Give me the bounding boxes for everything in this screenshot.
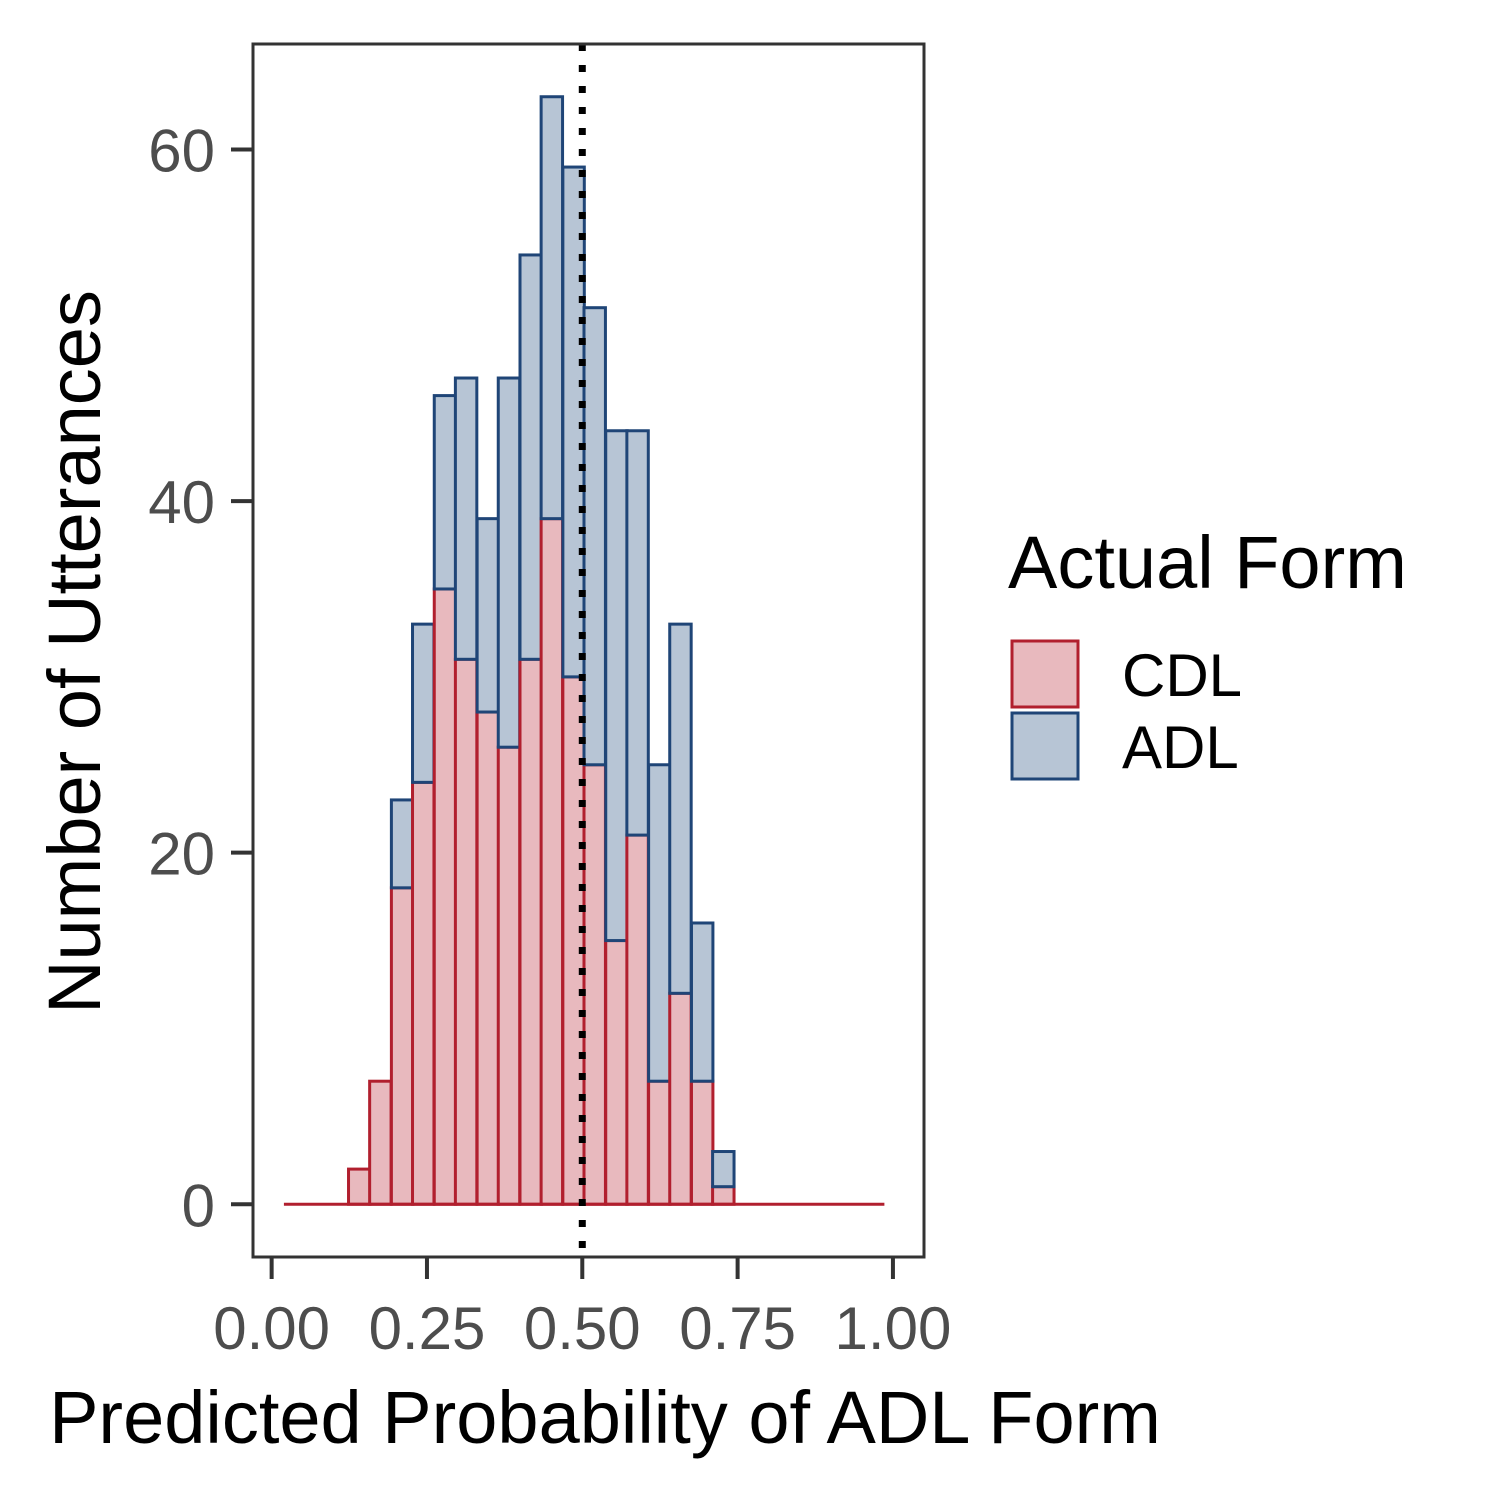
legend-key-adl [1010, 711, 1080, 781]
x-tick-label: 0.25 [369, 1295, 486, 1362]
adl-bar [668, 622, 693, 995]
cdl-bar [625, 833, 650, 1206]
cdl-bar [561, 675, 586, 1206]
adl-bar [689, 921, 715, 1083]
adl-bar [582, 306, 607, 767]
legend-label-adl: ADL [1122, 714, 1239, 781]
cdl-bar [711, 1185, 736, 1206]
y-tick-label: 40 [148, 469, 215, 536]
adl-bar [432, 394, 458, 591]
legend-title: Actual Form [1008, 521, 1407, 604]
adl-bar [411, 622, 436, 784]
cdl-bar [475, 710, 501, 1206]
cdl-bar [539, 517, 565, 1206]
cdl-bar [389, 886, 415, 1206]
x-axis-title: Predicted Probability of ADL Form [49, 1376, 1161, 1459]
adl-bar [453, 376, 479, 661]
adl-bar [711, 1150, 736, 1189]
adl-bar [539, 95, 565, 521]
legend-label-cdl: CDL [1122, 642, 1242, 709]
cdl-bar [518, 657, 543, 1206]
cdl-bar [689, 1079, 715, 1206]
adl-bar [475, 517, 501, 714]
adl-bar [561, 165, 586, 679]
x-tick-label: 0.50 [524, 1295, 641, 1362]
cdl-bar [496, 745, 522, 1206]
y-tick-label: 60 [148, 117, 215, 184]
cdl-bar [411, 780, 436, 1206]
cdl-bar [368, 1079, 393, 1206]
y-tick-label: 0 [182, 1172, 215, 1239]
y-tick-label: 20 [148, 821, 215, 888]
adl-bar [647, 763, 672, 1083]
adl-bar [625, 429, 650, 837]
adl-bar [389, 798, 415, 890]
cdl-bar [668, 991, 693, 1206]
bars-layer [347, 95, 736, 1206]
x-tick-label: 1.00 [835, 1295, 952, 1362]
plot-panel-border [251, 42, 926, 1259]
x-tick-label: 0.75 [679, 1295, 796, 1362]
y-axis: 0 20 40 60 [148, 117, 253, 1239]
adl-bar [604, 429, 629, 943]
cdl-bar [453, 657, 479, 1206]
cdl-bar [582, 763, 607, 1206]
x-axis: 0.00 0.25 0.50 0.75 1.00 [213, 1257, 951, 1362]
adl-bar [496, 376, 522, 749]
adl-bar [518, 253, 543, 661]
cdl-bar [604, 939, 629, 1206]
cdl-bar [647, 1079, 672, 1206]
y-axis-title: Number of Utterances [33, 290, 116, 1014]
cdl-bar [347, 1167, 372, 1206]
cdl-bar [432, 587, 458, 1206]
legend-key-cdl [1010, 639, 1080, 709]
x-tick-label: 0.00 [213, 1295, 330, 1362]
